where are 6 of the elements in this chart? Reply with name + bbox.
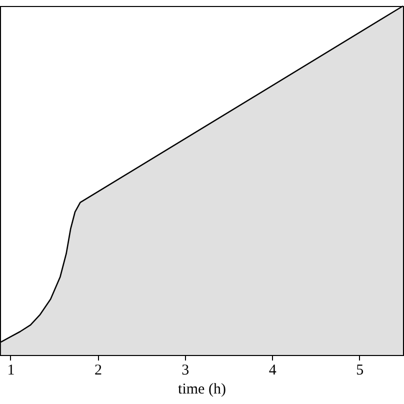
x-tick-label: 1: [7, 362, 15, 378]
x-tick-label: 4: [268, 362, 277, 378]
x-axis-title: time (h): [178, 382, 226, 398]
x-tick-label: 2: [94, 362, 102, 378]
x-tick-label: 3: [182, 362, 190, 378]
x-tick-label: 5: [356, 362, 364, 378]
